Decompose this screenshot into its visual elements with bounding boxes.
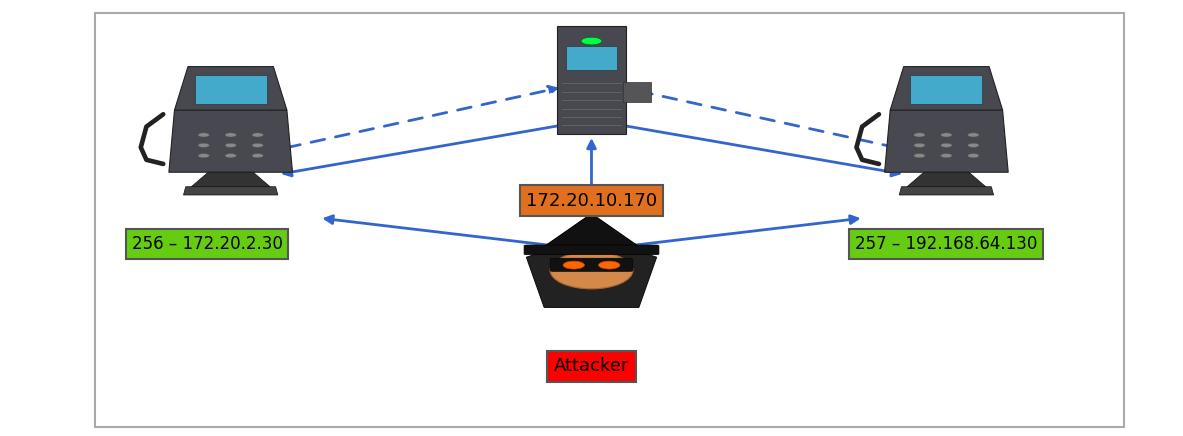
FancyBboxPatch shape xyxy=(565,46,618,70)
Circle shape xyxy=(940,153,952,158)
FancyBboxPatch shape xyxy=(911,75,982,103)
Circle shape xyxy=(225,153,237,158)
Text: Attacker: Attacker xyxy=(554,357,629,375)
Circle shape xyxy=(913,153,925,158)
Polygon shape xyxy=(885,110,1008,172)
Circle shape xyxy=(968,133,980,137)
Polygon shape xyxy=(169,110,292,172)
Polygon shape xyxy=(891,67,1003,110)
Circle shape xyxy=(252,133,264,137)
Polygon shape xyxy=(526,235,657,307)
Text: 256 – 172.20.2.30: 256 – 172.20.2.30 xyxy=(131,235,283,253)
FancyBboxPatch shape xyxy=(550,258,633,272)
Circle shape xyxy=(599,261,620,269)
Polygon shape xyxy=(183,187,278,195)
Polygon shape xyxy=(538,214,645,251)
Circle shape xyxy=(225,143,237,147)
FancyBboxPatch shape xyxy=(622,82,651,102)
Text: 172.20.10.170: 172.20.10.170 xyxy=(526,191,657,210)
Circle shape xyxy=(913,133,925,137)
Polygon shape xyxy=(907,172,985,187)
FancyBboxPatch shape xyxy=(556,27,627,134)
Circle shape xyxy=(563,261,584,269)
Polygon shape xyxy=(899,187,994,195)
Circle shape xyxy=(252,143,264,147)
Polygon shape xyxy=(175,67,286,110)
Circle shape xyxy=(940,143,952,147)
Circle shape xyxy=(581,37,602,45)
Circle shape xyxy=(225,133,237,137)
Circle shape xyxy=(198,143,209,147)
Polygon shape xyxy=(192,172,270,187)
Text: 257 – 192.168.64.130: 257 – 192.168.64.130 xyxy=(855,235,1037,253)
Ellipse shape xyxy=(550,252,633,289)
Circle shape xyxy=(252,153,264,158)
Circle shape xyxy=(968,143,980,147)
FancyBboxPatch shape xyxy=(524,245,659,255)
FancyBboxPatch shape xyxy=(194,75,267,103)
FancyBboxPatch shape xyxy=(95,13,1124,427)
Circle shape xyxy=(968,153,980,158)
Circle shape xyxy=(913,143,925,147)
Circle shape xyxy=(198,133,209,137)
Circle shape xyxy=(940,133,952,137)
Circle shape xyxy=(198,153,209,158)
